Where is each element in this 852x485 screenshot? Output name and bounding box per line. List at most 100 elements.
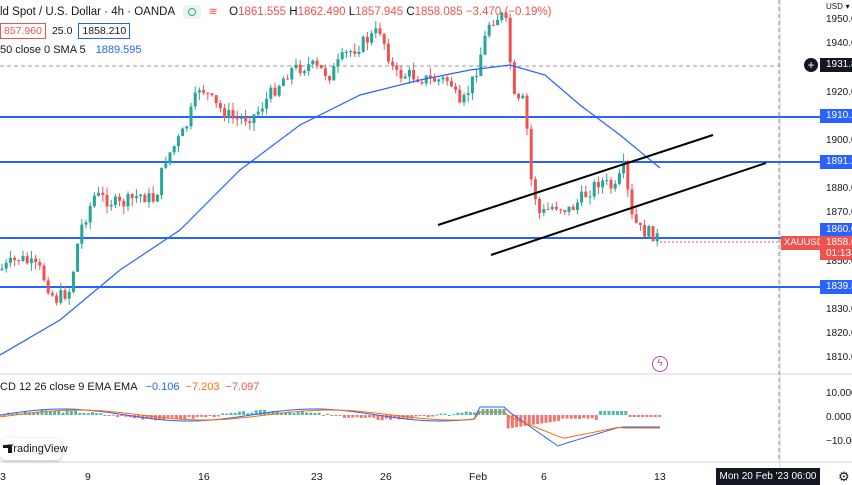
macd-bar: [216, 415, 220, 417]
macd-bar: [313, 412, 317, 415]
macd-bar: [515, 415, 519, 428]
candle: [487, 24, 491, 36]
candle: [59, 290, 63, 303]
lightning-icon[interactable]: ϟ: [652, 356, 668, 372]
macd-bar: [305, 412, 309, 415]
symbol-header: ld Spot / U.S. Dollar · 4h · OANDA ≋ O18…: [0, 2, 551, 22]
macd-bar: [620, 411, 624, 415]
time-tick: 3: [0, 471, 6, 483]
macd-bar: [531, 415, 535, 425]
candle: [353, 51, 357, 54]
macd-bar: [632, 415, 636, 417]
macd-bar: [2, 415, 6, 416]
candle: [332, 66, 336, 81]
price-tick: 1820.0: [826, 328, 852, 339]
macd-bar: [103, 414, 107, 416]
macd-bar: [296, 412, 300, 415]
macd-bar: [86, 413, 90, 415]
macd-bar: [326, 413, 330, 415]
macd-bar: [460, 412, 464, 415]
macd-bar: [48, 411, 52, 415]
ohlc-readout: O1861.555 H1862.490 L1857.945 C1858.085 …: [229, 6, 552, 18]
candle: [38, 262, 42, 266]
candle: [260, 108, 264, 112]
candle: [101, 192, 105, 195]
candle: [634, 214, 638, 223]
candle: [584, 191, 588, 198]
candle: [105, 194, 109, 207]
macd-bar: [506, 415, 510, 429]
candle: [328, 76, 332, 81]
candle: [622, 161, 626, 174]
candle: [504, 12, 508, 18]
macd-bar: [65, 410, 69, 415]
candle: [449, 80, 453, 87]
candle: [218, 103, 222, 109]
macd-bar: [53, 410, 57, 415]
macd-bar: [548, 415, 552, 423]
candle: [630, 189, 634, 215]
candle: [29, 258, 33, 264]
macd-bar: [544, 415, 548, 423]
candle: [546, 209, 550, 211]
candle: [13, 257, 17, 260]
candle: [315, 60, 319, 66]
countdown-tag: 01:13: [820, 248, 852, 260]
sma-value: 1889.595: [95, 44, 142, 56]
macd-legend[interactable]: CD 12 26 close 9 EMA EMA −0.106 −7.203 −7.0…: [0, 381, 259, 393]
macd-bar: [338, 414, 342, 416]
macd-bar: [397, 415, 401, 420]
macd-bar: [565, 415, 569, 419]
candle: [596, 182, 600, 188]
macd-bar: [267, 412, 271, 415]
level-tag[interactable]: 1860.0: [820, 223, 852, 237]
macd-bar: [116, 415, 120, 418]
macd-bar: [120, 415, 124, 416]
level-tag[interactable]: 1891.2: [820, 155, 852, 169]
candle: [470, 76, 474, 94]
macd-bar: [149, 415, 153, 420]
market-open-icon: [183, 5, 202, 19]
macd-bar: [636, 415, 640, 417]
macd-bar: [464, 411, 468, 415]
price-tick: 1940.0: [826, 38, 852, 49]
macd-bar: [111, 414, 115, 416]
plus-icon[interactable]: +: [804, 58, 818, 72]
level-tag[interactable]: 1910.2: [820, 109, 852, 123]
level-tag[interactable]: 1839.8: [820, 280, 852, 294]
macd-bar: [426, 415, 430, 418]
price-tick: 1830.0: [826, 304, 852, 315]
candle: [638, 222, 642, 226]
candle: [92, 195, 96, 207]
macd-bar: [229, 412, 233, 415]
currency-icon: ≋: [208, 6, 218, 18]
sell-button[interactable]: 857.960: [0, 23, 46, 39]
macd-bar: [624, 411, 628, 415]
candle: [71, 271, 75, 292]
currency-label[interactable]: USD ▾: [826, 2, 850, 11]
macd-bar: [414, 415, 418, 417]
candle: [63, 290, 67, 299]
macd-bar: [368, 415, 372, 418]
candle: [437, 79, 441, 82]
macd-bar: [586, 415, 590, 419]
symbol-title[interactable]: ld Spot / U.S. Dollar · 4h · OANDA: [0, 6, 176, 18]
macd-bar: [611, 411, 615, 415]
candle: [210, 93, 214, 96]
candle: [424, 75, 428, 84]
candle: [256, 111, 260, 115]
candle: [130, 194, 134, 199]
candle: [647, 226, 651, 237]
macd-bar: [107, 415, 111, 416]
sma-legend[interactable]: 50 close 0 SMA 5 1889.595: [0, 44, 142, 56]
tradingview-logo[interactable]: TradingView: [0, 438, 68, 460]
candle: [160, 167, 164, 196]
macd-bar: [473, 412, 477, 415]
gear-icon[interactable]: ⚙: [838, 469, 850, 484]
buy-button[interactable]: 1858.210: [78, 23, 131, 39]
candle: [17, 259, 21, 261]
macd-bar: [552, 415, 556, 422]
macd-bar: [221, 413, 225, 415]
candle: [323, 68, 327, 77]
